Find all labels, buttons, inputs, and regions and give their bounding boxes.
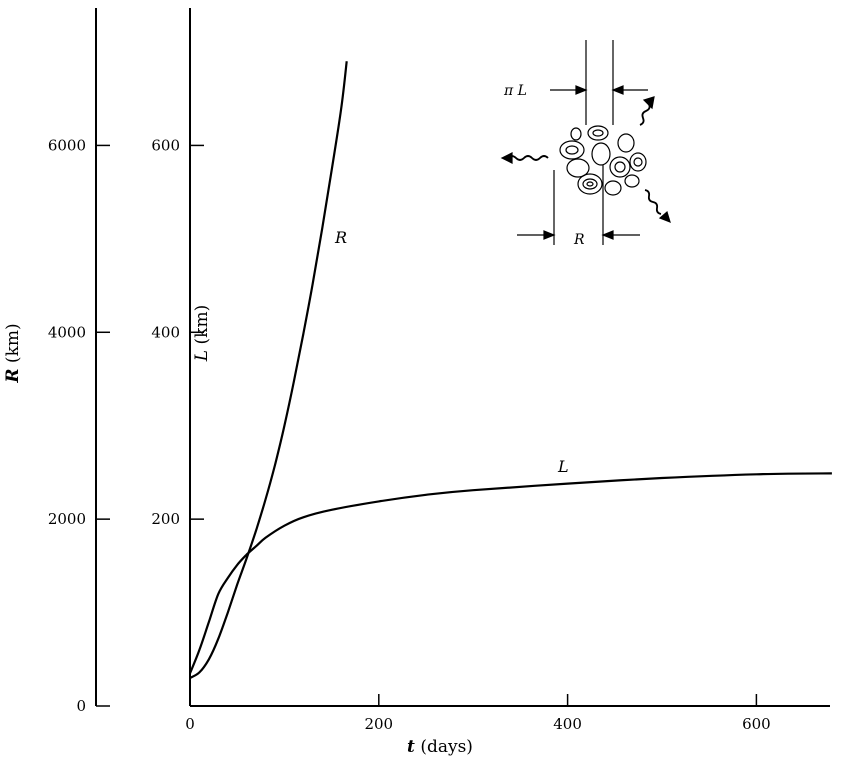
inset-cell	[624, 174, 640, 188]
inset-cell	[629, 152, 647, 172]
inset-cell	[570, 127, 582, 141]
x-axis-title-unit: (days)	[420, 737, 473, 757]
inset-wavy-arrowhead-left	[500, 152, 513, 164]
inset-label-pi-l: π L	[503, 83, 527, 99]
inset-diagram	[500, 40, 671, 245]
outer-y-tick-label: 4000	[48, 323, 86, 341]
inset-cell	[587, 125, 609, 141]
inset-label-r: R	[573, 232, 585, 248]
outer-y-ticks: 0 2000 4000 6000	[48, 136, 110, 715]
inset-cell	[633, 157, 643, 167]
x-tick-label: 200	[364, 715, 393, 733]
inset-wavy-arrowhead-topright	[642, 96, 655, 110]
outer-y-tick-label: 0	[76, 697, 86, 715]
inset-cell	[617, 133, 635, 153]
curve-label-r: R	[334, 228, 347, 247]
inset-cell	[614, 161, 626, 173]
x-tick-label: 400	[553, 715, 582, 733]
curve-label-l: L	[557, 457, 569, 476]
inset-cell	[577, 173, 603, 195]
inner-y-axis-title-unit: (km)	[192, 305, 212, 345]
inset-cell	[566, 158, 590, 178]
outer-y-axis-title: R (km)	[3, 323, 23, 383]
inner-y-axis-title: L (km)	[192, 305, 212, 362]
inset-bottom-left-arrowhead	[543, 230, 556, 240]
inner-y-tick-label: 600	[151, 136, 180, 154]
inset-cell	[591, 142, 611, 166]
outer-y-tick-label: 2000	[48, 510, 86, 528]
outer-y-axis-title-unit: (km)	[3, 323, 23, 363]
series-r-line	[189, 61, 348, 679]
x-ticks: 0 200 400 600	[185, 694, 771, 733]
inset-cell	[609, 156, 631, 178]
outer-y-tick-label: 6000	[48, 136, 86, 154]
inset-cell	[604, 180, 622, 196]
x-axis-title: t (days)	[407, 737, 473, 757]
inset-wavy-arrow-topright	[639, 103, 651, 126]
inner-y-axis-title-symbol: L	[192, 350, 212, 362]
x-axis-title-symbol: t	[407, 737, 415, 757]
inner-y-tick-label: 400	[151, 323, 180, 341]
inset-cell	[592, 129, 604, 137]
inset-cell	[565, 145, 579, 155]
inset-wavy-arrow-left	[507, 155, 549, 161]
x-tick-label: 0	[185, 715, 195, 733]
inner-y-ticks: 200 400 600	[151, 136, 204, 528]
inset-bottom-right-arrowhead	[601, 230, 614, 240]
inset-cell	[559, 140, 585, 160]
inset-cell	[586, 181, 594, 187]
inset-top-left-arrowhead	[575, 85, 588, 95]
inner-y-tick-label: 200	[151, 510, 180, 528]
x-tick-label: 600	[742, 715, 771, 733]
inset-wavy-arrow-bottomright	[644, 189, 662, 215]
outer-y-axis-title-symbol: R	[3, 368, 23, 383]
inset-wavy-arrowhead-bottomright	[658, 210, 671, 224]
series-l-line	[188, 472, 832, 674]
inset-top-right-arrowhead	[611, 85, 624, 95]
inset-cell	[582, 178, 598, 190]
